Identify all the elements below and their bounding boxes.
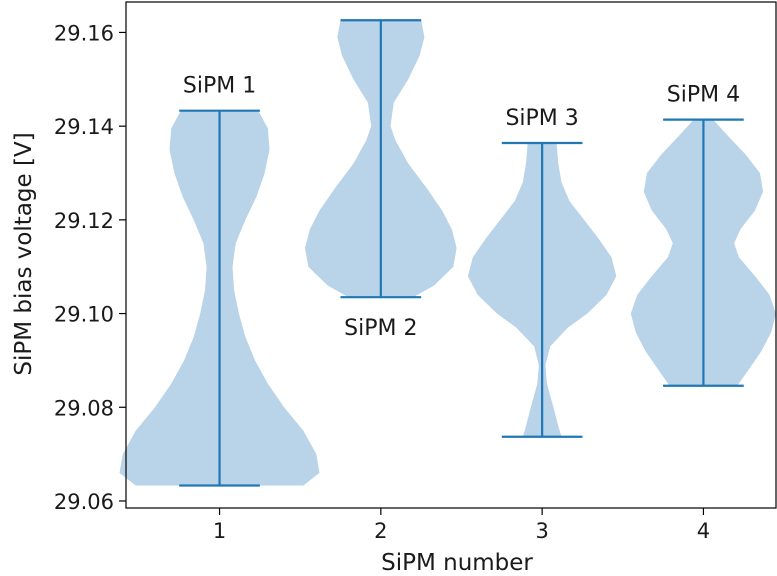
y-tick-label: 29.16	[54, 21, 114, 45]
statistic-lines-layer	[179, 19, 744, 487]
x-axis-ticks: 1 2 3 4	[213, 508, 710, 543]
y-axis-ticks: 29.06 29.08 29.10 29.12 29.14 29.16	[54, 21, 126, 514]
x-tick-label: 3	[535, 519, 548, 543]
plot-frame	[125, 1, 777, 509]
y-tick-label: 29.12	[54, 209, 114, 233]
y-tick-label: 29.08	[54, 396, 114, 420]
violin-label-layer: SiPM 1 SiPM 2 SiPM 3 SiPM 4	[183, 74, 740, 341]
violin-label-2: SiPM 2	[344, 316, 417, 341]
violin-label-4: SiPM 4	[667, 83, 740, 108]
x-tick-label: 2	[374, 519, 387, 543]
y-axis-label: SiPM bias voltage [V]	[11, 132, 37, 375]
y-tick-label: 29.14	[54, 115, 114, 139]
x-tick-label: 1	[213, 519, 226, 543]
y-tick-label: 29.06	[54, 490, 114, 514]
x-tick-label: 4	[697, 519, 710, 543]
y-tick-label: 29.10	[54, 303, 114, 327]
violin-label-3: SiPM 3	[505, 106, 578, 131]
violin-label-1: SiPM 1	[183, 74, 256, 99]
x-axis-label: SiPM number	[381, 550, 533, 576]
